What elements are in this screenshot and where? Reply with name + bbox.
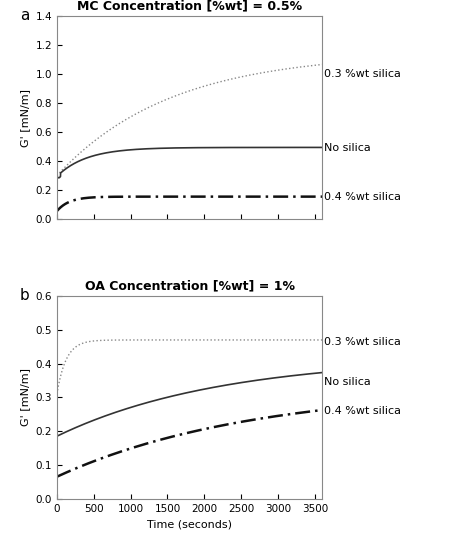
Text: 0.3 %wt silica: 0.3 %wt silica xyxy=(324,70,401,79)
Text: 0.3 %wt silica: 0.3 %wt silica xyxy=(324,336,401,347)
Text: a: a xyxy=(20,8,29,24)
Title: OA Concentration [%wt] = 1%: OA Concentration [%wt] = 1% xyxy=(84,279,295,292)
Text: No silica: No silica xyxy=(324,143,371,153)
Text: No silica: No silica xyxy=(324,377,371,387)
Text: b: b xyxy=(20,288,29,303)
Y-axis label: G' [mN/m]: G' [mN/m] xyxy=(20,368,30,426)
Title: MC Concentration [%wt] = 0.5%: MC Concentration [%wt] = 0.5% xyxy=(77,0,302,13)
Text: 0.4 %wt silica: 0.4 %wt silica xyxy=(324,192,401,202)
Text: 0.4 %wt silica: 0.4 %wt silica xyxy=(324,406,401,416)
Y-axis label: G' [mN/m]: G' [mN/m] xyxy=(20,89,30,147)
X-axis label: Time (seconds): Time (seconds) xyxy=(147,519,232,529)
